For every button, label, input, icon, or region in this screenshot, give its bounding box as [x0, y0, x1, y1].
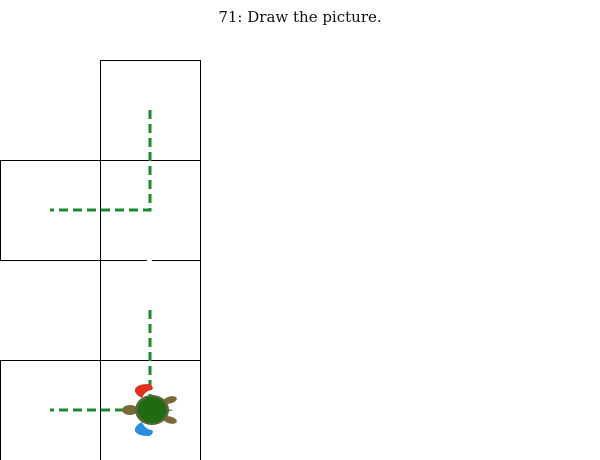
grid-gap — [147, 258, 152, 262]
turtle-icon — [122, 384, 177, 436]
turtle-shell — [138, 397, 166, 423]
turtle-right-flipper — [134, 422, 153, 436]
puzzle-title: 71: Draw the picture. — [218, 8, 382, 26]
turtle-left-flipper — [134, 384, 153, 398]
target-path-upper — [50, 110, 152, 212]
